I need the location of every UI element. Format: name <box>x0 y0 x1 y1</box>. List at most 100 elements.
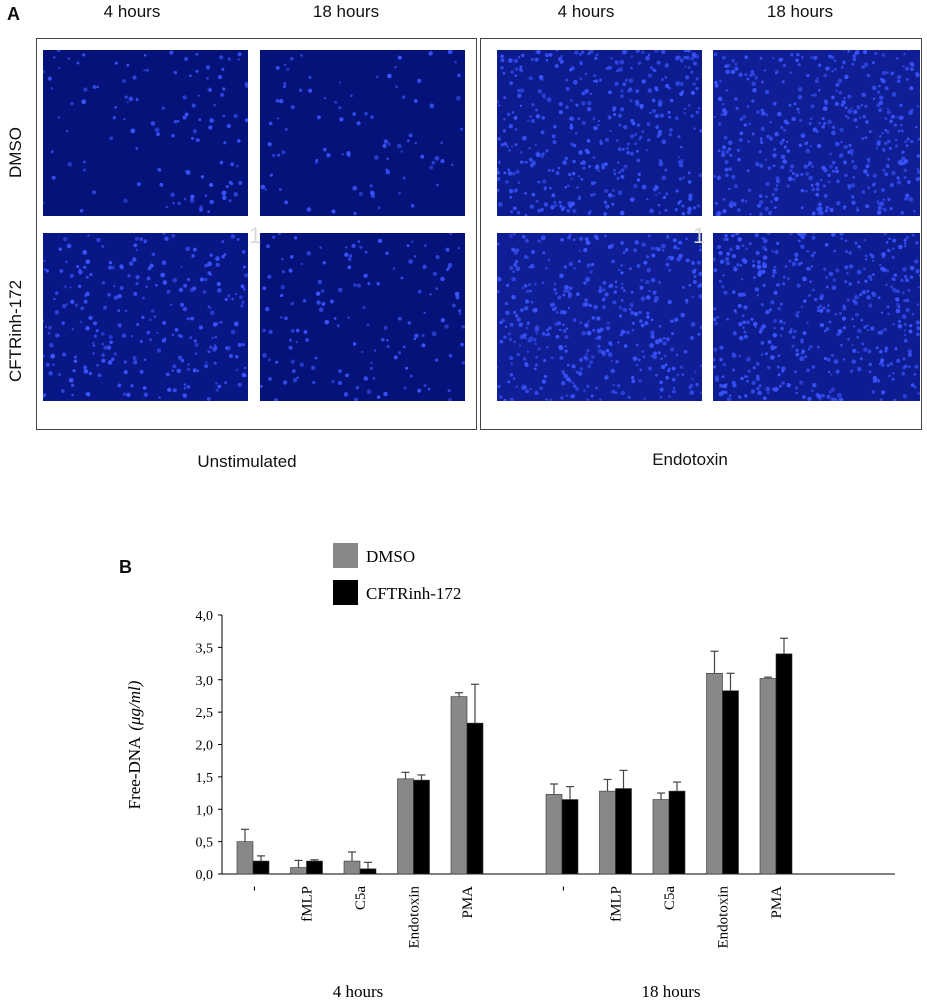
nucleus <box>844 74 849 80</box>
nucleus <box>620 89 624 93</box>
nucleus <box>890 285 894 289</box>
nucleus <box>161 260 167 265</box>
nucleus <box>452 303 456 308</box>
nucleus <box>172 388 177 393</box>
nucleus <box>440 276 445 282</box>
nucleus <box>497 189 499 193</box>
nucleus <box>429 293 432 296</box>
nucleus <box>238 181 243 185</box>
nucleus <box>838 90 843 95</box>
nucleus <box>355 385 360 390</box>
nucleus <box>796 310 800 314</box>
nucleus <box>85 291 90 297</box>
nucleus <box>744 55 749 60</box>
nucleus <box>580 161 583 165</box>
nucleus <box>858 116 862 120</box>
nucleus <box>798 143 803 148</box>
nucleus <box>611 259 615 264</box>
nucleus <box>809 144 813 148</box>
nucleus <box>83 160 86 164</box>
nucleus <box>811 94 814 97</box>
nucleus <box>777 354 781 357</box>
nucleus <box>583 281 587 285</box>
nucleus <box>896 358 901 364</box>
nucleus <box>793 329 797 334</box>
nucleus <box>72 369 76 373</box>
nucleus <box>764 158 768 161</box>
nucleus <box>760 353 764 356</box>
nucleus <box>785 140 789 144</box>
nucleus <box>698 294 702 299</box>
nucleus <box>182 393 187 398</box>
nucleus <box>814 79 819 84</box>
nucleus <box>657 351 661 355</box>
nucleus <box>731 353 737 358</box>
nucleus <box>62 236 68 242</box>
nucleus <box>586 398 590 401</box>
nucleus <box>497 242 500 246</box>
nucleus <box>617 268 621 272</box>
nucleus <box>905 298 910 303</box>
nucleus <box>635 149 639 153</box>
nucleus <box>173 70 178 75</box>
nucleus <box>574 132 578 135</box>
nucleus <box>847 338 850 341</box>
nucleus <box>209 199 214 205</box>
nucleus <box>529 387 532 391</box>
nucleus <box>551 193 555 197</box>
nucleus <box>192 368 197 373</box>
nucleus <box>514 74 518 77</box>
nucleus <box>541 379 546 384</box>
nucleus <box>876 141 881 147</box>
nucleus <box>545 328 549 332</box>
nucleus <box>60 389 65 393</box>
nucleus <box>902 357 906 361</box>
nucleus <box>353 211 357 216</box>
nucleus <box>204 278 208 282</box>
nucleus <box>588 165 592 168</box>
nucleus <box>835 83 838 87</box>
nucleus <box>761 236 765 240</box>
nucleus <box>241 300 245 305</box>
nucleus <box>43 70 45 74</box>
nucleus <box>657 203 661 207</box>
nucleus <box>884 86 889 91</box>
nucleus <box>918 274 920 277</box>
nucleus <box>681 285 685 289</box>
bar-cftrinh-1-3 <box>722 690 739 875</box>
nucleus <box>123 369 128 375</box>
nucleus <box>794 252 799 257</box>
nucleus <box>850 107 853 110</box>
nucleus <box>878 100 884 106</box>
nucleus <box>647 73 653 78</box>
nucleus <box>183 197 187 201</box>
nucleus <box>729 200 734 205</box>
nucleus <box>210 310 215 316</box>
nucleus <box>639 285 644 290</box>
nucleus <box>608 285 611 288</box>
nucleus <box>592 192 596 197</box>
nucleus <box>773 187 779 192</box>
nucleus <box>617 190 623 196</box>
nucleus <box>673 245 677 250</box>
nucleus <box>815 192 820 197</box>
nucleus <box>713 268 718 273</box>
nucleus <box>781 138 785 142</box>
nucleus <box>521 286 524 290</box>
nucleus <box>572 143 577 148</box>
nucleus <box>678 240 683 245</box>
nucleus <box>904 245 907 248</box>
nucleus <box>759 327 764 332</box>
nucleus <box>775 69 779 74</box>
nucleus <box>915 125 918 129</box>
nucleus <box>235 368 239 372</box>
nucleus <box>436 183 439 187</box>
nucleus <box>668 395 671 398</box>
bar-cftrinh-1-0 <box>561 799 579 875</box>
nucleus <box>729 153 733 157</box>
nucleus <box>558 101 563 107</box>
nucleus <box>509 195 513 199</box>
nucleus <box>789 71 793 74</box>
nucleus <box>172 201 175 205</box>
nucleus <box>835 142 838 145</box>
